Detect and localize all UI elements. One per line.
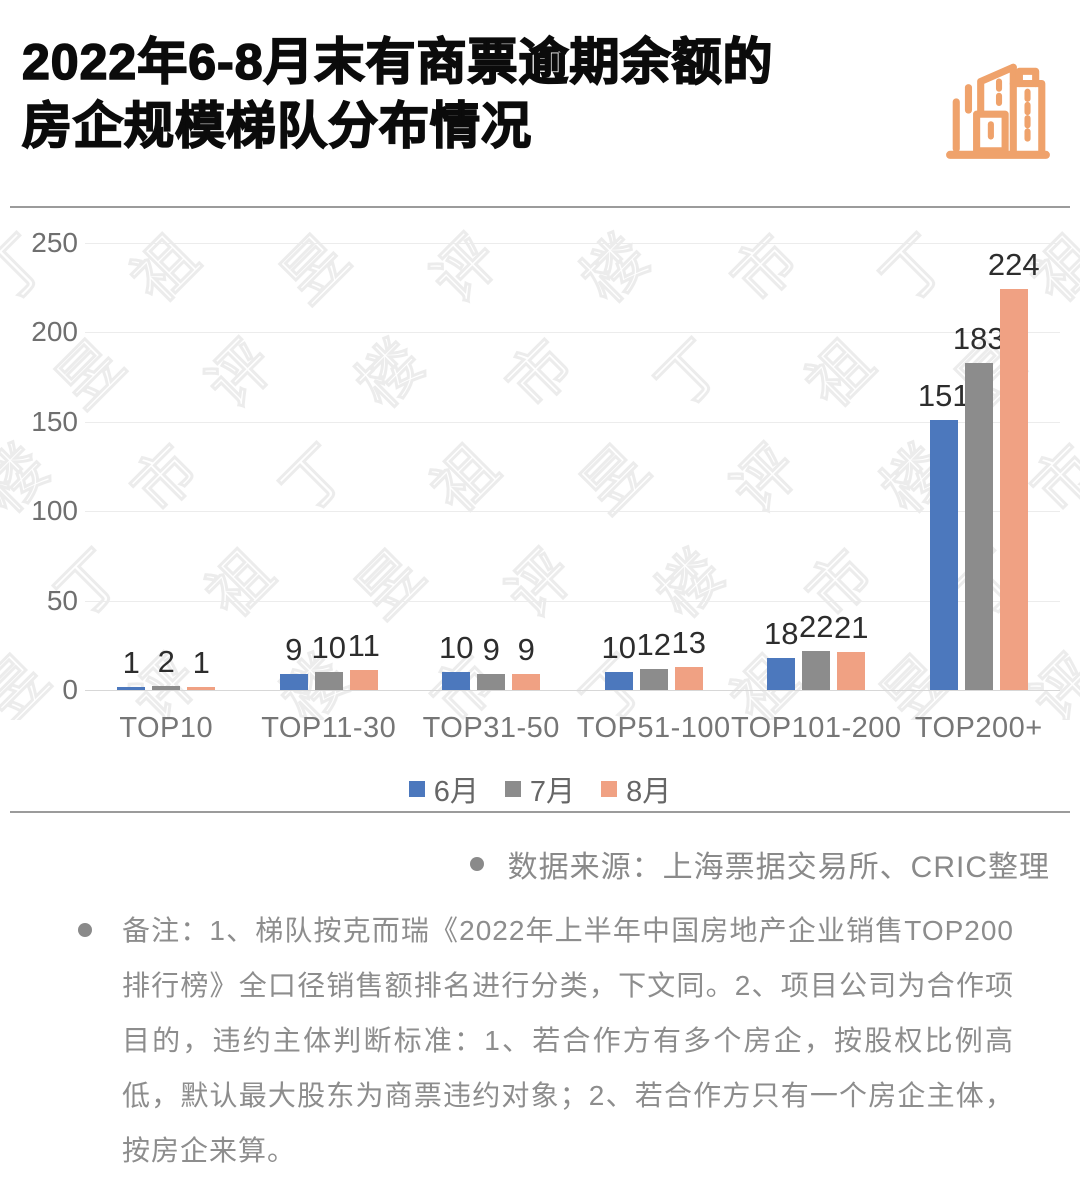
watermark-char: 祖 <box>419 433 513 527</box>
bar-value-label: 2 <box>157 644 175 680</box>
legend-label: 6月 <box>433 776 479 808</box>
bar-TOP51-100-6月 <box>604 672 633 690</box>
y-axis-tick-label: 150 <box>31 405 78 437</box>
watermark-char: 昱 <box>344 538 438 632</box>
bar-value-label: 9 <box>285 631 303 667</box>
chart-legend: 6月 7月 8月 <box>0 768 1080 810</box>
watermark-char: 楼 <box>644 538 738 632</box>
data-source-text: 数据来源：上海票据交易所、CRIC整理 <box>507 851 1050 884</box>
infographic-page: 2022年6-8月末有商票逾期余额的 房企规模梯队分布情况 丁祖昱评楼市丁祖昱评… <box>0 30 1080 1166</box>
watermark-char: 市 <box>719 223 813 317</box>
notes: 备注：1、梯队按克而瑞《2022年上半年中国房地产企业销售TOP200排行榜》全… <box>78 903 1028 1178</box>
watermark-char: 楼 <box>569 223 663 317</box>
legend-swatch-icon <box>504 781 521 797</box>
category-label-TOP31-50: TOP31-50 <box>422 712 560 744</box>
bar-TOP101-200-8月 <box>837 652 866 690</box>
bar-TOP31-50-7月 <box>477 673 506 690</box>
legend-item-6月: 6月 <box>408 768 479 810</box>
notes-text: 备注：1、梯队按克而瑞《2022年上半年中国房地产企业销售TOP200排行榜》全… <box>122 915 1014 1166</box>
bar-value-label: 10 <box>439 630 474 666</box>
building-icon <box>946 63 1050 159</box>
category-label-TOP51-100: TOP51-100 <box>576 712 731 744</box>
bar-TOP11-30-7月 <box>314 672 343 690</box>
y-axis-tick-label: 200 <box>31 316 78 348</box>
bar-TOP51-100-7月 <box>639 668 668 690</box>
watermark-char: 祖 <box>194 538 288 632</box>
bar-TOP200+-8月 <box>999 289 1028 690</box>
bar-value-label: 11 <box>347 628 380 664</box>
watermark-char: 丁 <box>44 538 138 632</box>
bar-TOP31-50-6月 <box>442 672 471 690</box>
watermark-char: 市 <box>119 433 213 527</box>
bar-value-label: 22 <box>799 608 834 644</box>
legend-swatch-icon <box>408 781 425 797</box>
grid-line <box>85 600 1060 602</box>
bar-value-label: 9 <box>482 631 500 667</box>
bar-value-label: 13 <box>671 624 706 660</box>
bullet-icon <box>78 923 92 937</box>
grid-line <box>85 243 1060 244</box>
bar-value-label: 224 <box>987 247 1040 283</box>
bar-value-label: 1 <box>122 645 140 680</box>
bar-TOP31-50-8月 <box>512 673 541 690</box>
legend-label: 8月 <box>626 776 672 808</box>
page-title: 2022年6-8月末有商票逾期余额的 房企规模梯队分布情况 <box>21 30 942 158</box>
data-source: 数据来源：上海票据交易所、CRIC整理 <box>469 842 1050 886</box>
bar-value-label: 183 <box>952 320 1005 356</box>
bar-TOP200+-7月 <box>964 362 993 690</box>
bar-TOP10-6月 <box>117 687 146 690</box>
bar-value-label: 10 <box>601 630 636 666</box>
watermark-char: 丁 <box>869 223 963 317</box>
watermark-char: 昱 <box>569 433 663 527</box>
category-label-TOP200+: TOP200+ <box>914 712 1043 744</box>
bar-value-label: 12 <box>636 626 671 662</box>
watermark-char: 祖 <box>119 223 213 317</box>
bar-chart: 丁祖昱评楼市丁祖昱评楼市丁祖昱评楼市丁祖昱评楼市丁祖昱评楼市丁祖昱评楼市丁祖昱评… <box>0 210 1080 810</box>
bar-value-label: 18 <box>764 615 799 651</box>
legend-item-7月: 7月 <box>504 768 576 810</box>
bar-value-label: 10 <box>311 630 346 666</box>
legend-label: 7月 <box>529 776 576 808</box>
y-axis-tick-label: 100 <box>31 495 78 527</box>
chart-divider <box>10 811 1070 813</box>
bar-value-label: 1 <box>192 645 210 680</box>
y-axis-tick-label: 50 <box>46 584 78 616</box>
bar-TOP11-30-8月 <box>349 670 378 690</box>
watermark-char: 评 <box>719 433 813 527</box>
watermark-char: 丁 <box>269 433 363 527</box>
bar-TOP51-100-8月 <box>674 666 703 690</box>
grid-line <box>85 421 1060 423</box>
grid-line <box>85 690 1060 691</box>
legend-item-8月: 8月 <box>601 768 671 810</box>
bar-TOP101-200-7月 <box>802 650 831 690</box>
grid-line <box>85 511 1060 513</box>
bar-value-label: 21 <box>834 610 869 646</box>
header-divider <box>10 206 1070 208</box>
y-axis-tick-label: 0 <box>62 674 78 705</box>
watermark-char: 评 <box>494 538 588 632</box>
category-label-TOP10: TOP10 <box>119 712 214 744</box>
bar-value-label: 9 <box>517 631 535 667</box>
y-axis-tick-label: 250 <box>31 227 78 258</box>
bar-TOP11-30-6月 <box>279 673 308 690</box>
watermark-char: 评 <box>419 223 513 317</box>
page-title-line2: 房企规模梯队分布情况 <box>21 97 532 155</box>
category-label-TOP11-30: TOP11-30 <box>261 712 397 744</box>
page-title-line1: 2022年6-8月末有商票逾期余额的 <box>21 33 774 91</box>
bar-TOP10-8月 <box>187 687 216 690</box>
category-label-TOP101-200: TOP101-200 <box>730 712 902 744</box>
bar-value-label: 151 <box>917 378 970 413</box>
legend-swatch-icon <box>601 781 618 797</box>
bar-TOP101-200-6月 <box>767 657 796 690</box>
bar-TOP10-7月 <box>152 686 181 690</box>
bar-TOP200+-6月 <box>929 420 958 690</box>
bullet-icon <box>469 857 484 871</box>
watermark-char: 昱 <box>269 223 363 317</box>
grid-line <box>85 332 1060 334</box>
